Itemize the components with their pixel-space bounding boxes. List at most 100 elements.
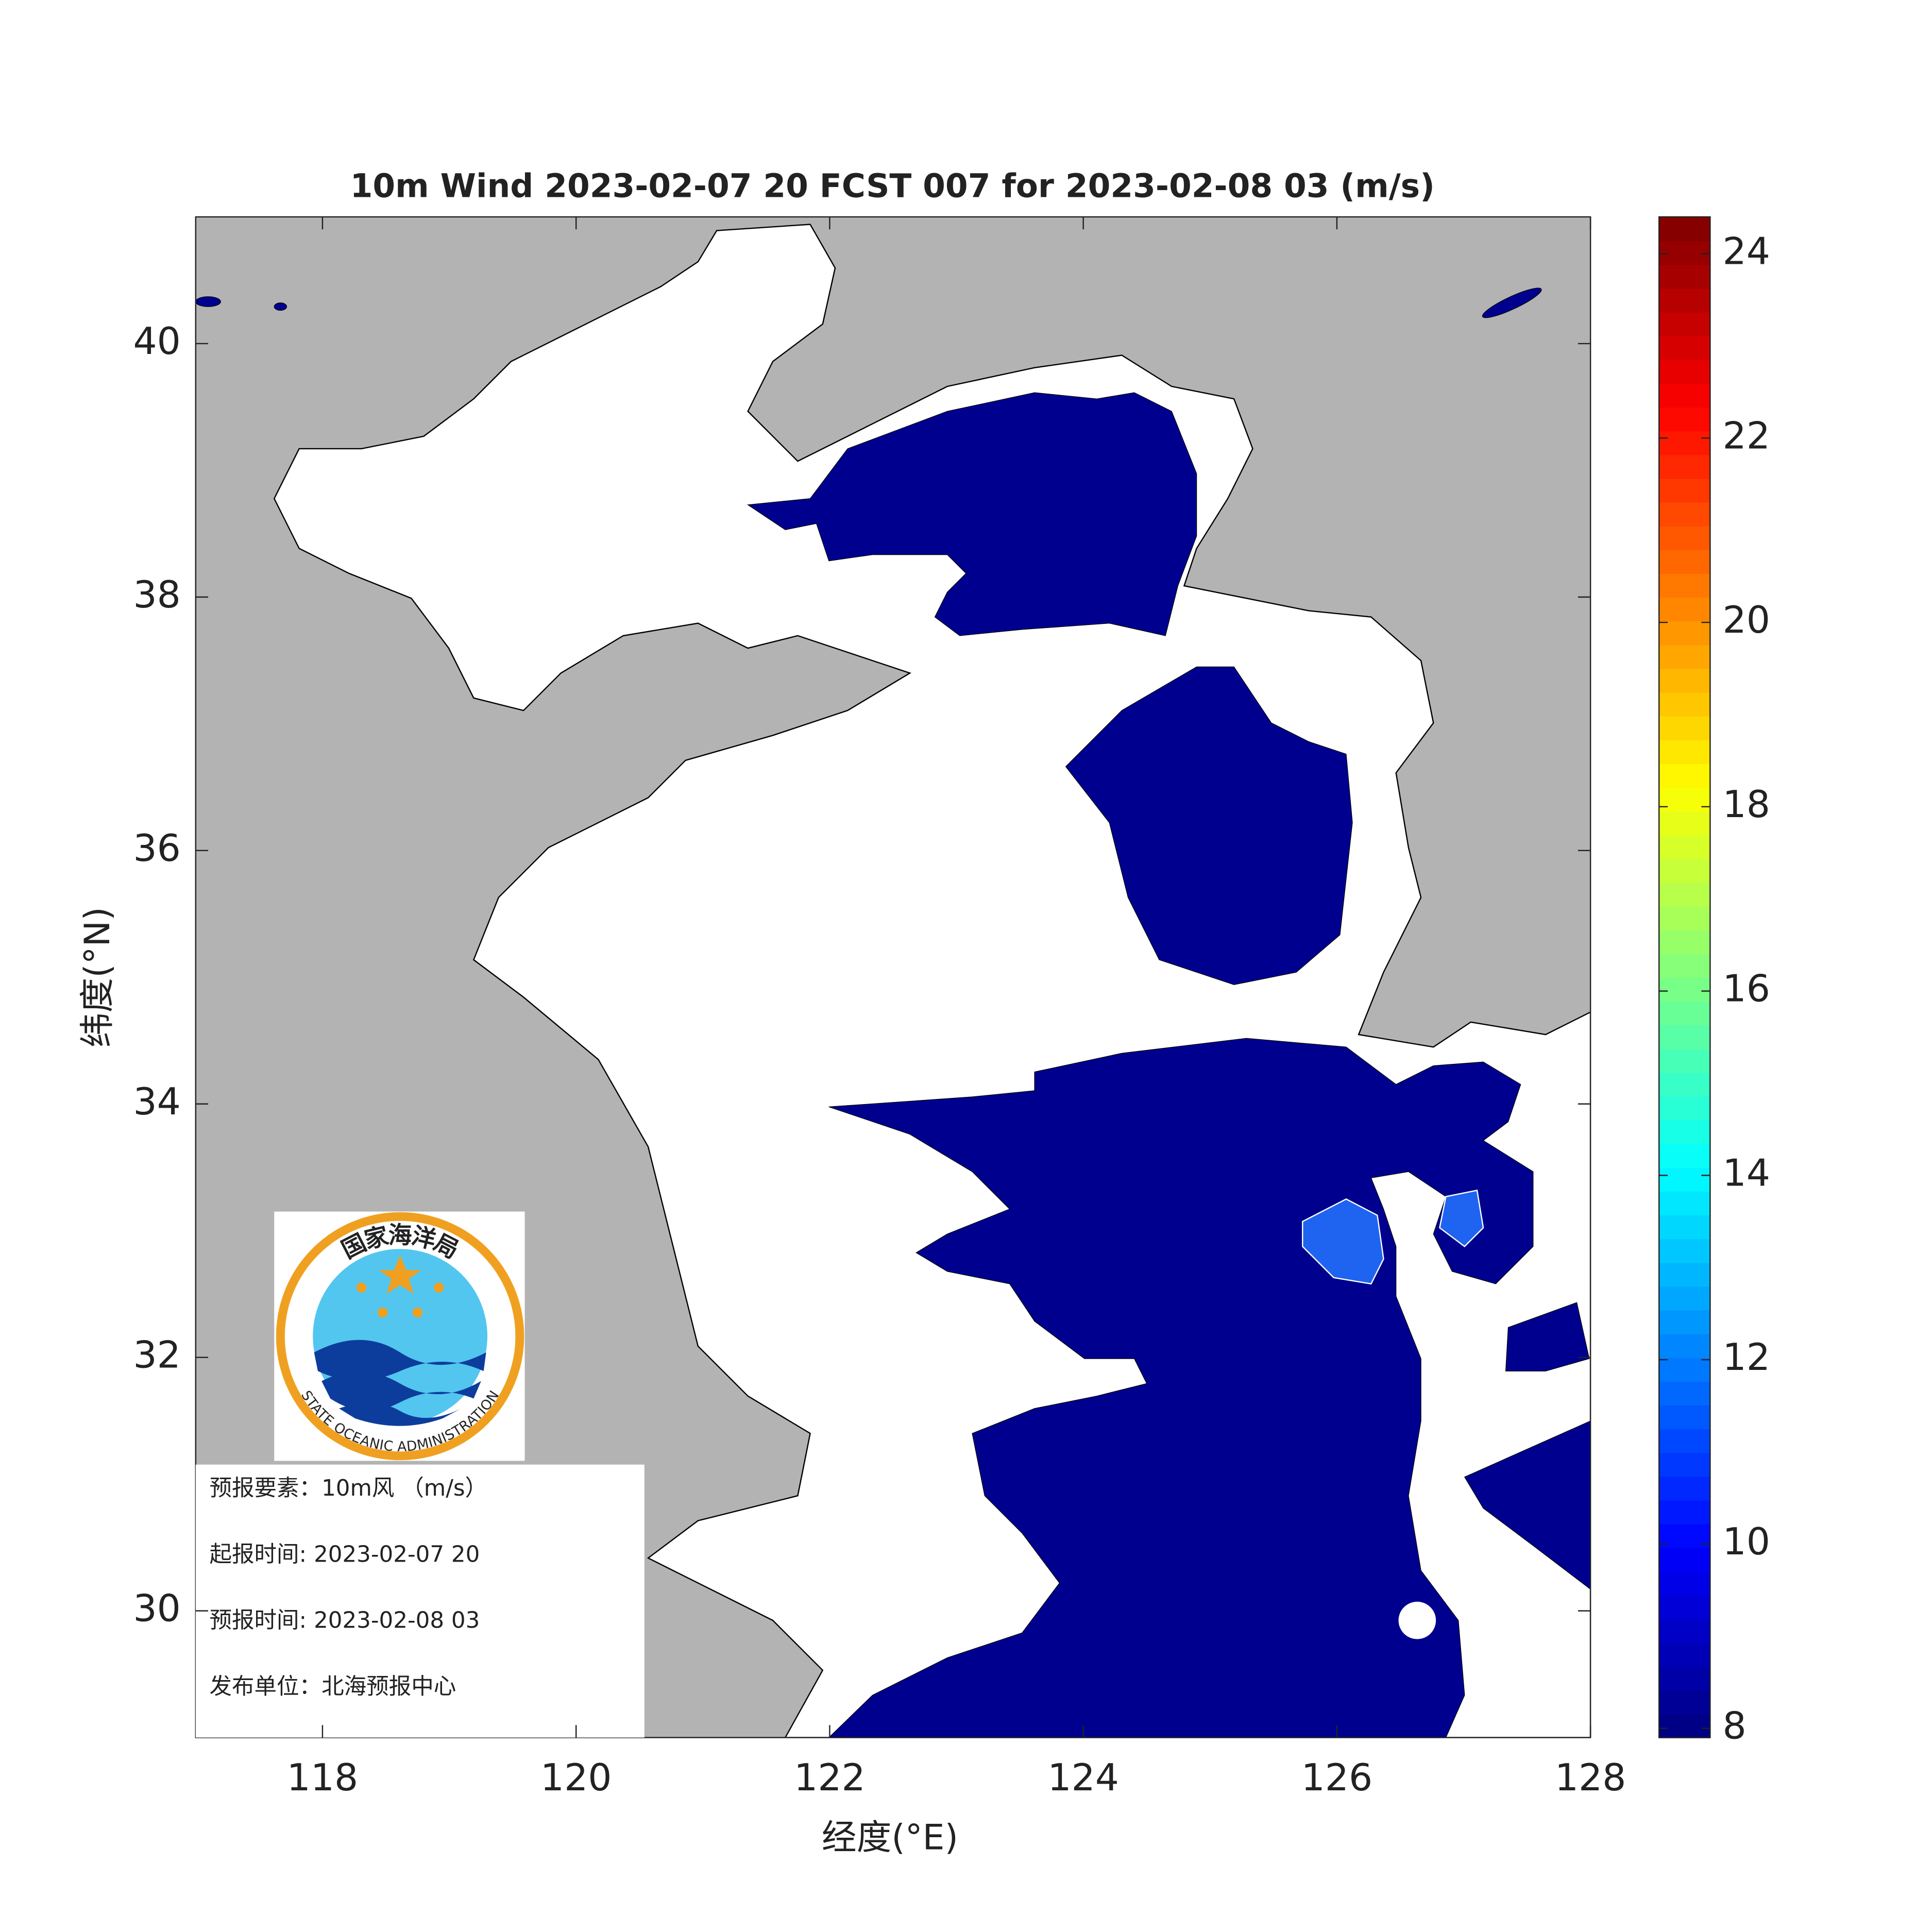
- x-tick-label: 128: [1555, 1756, 1626, 1800]
- colorbar-frame: [1658, 216, 1711, 1738]
- x-tick-label: 120: [540, 1756, 612, 1800]
- colorbar-swatch: [1659, 1381, 1710, 1406]
- colorbar-swatch: [1659, 1143, 1710, 1168]
- colorbar-swatch: [1659, 335, 1710, 360]
- colorbar-swatch: [1659, 1429, 1710, 1453]
- colorbar-swatch: [1659, 549, 1710, 574]
- colorbar-swatch: [1659, 359, 1710, 384]
- logo: 国家海洋局 STATE OCEANIC ADMINISTRATION: [274, 1211, 525, 1461]
- y-tick-label: 36: [133, 827, 180, 870]
- info-text: 预报要素：10m风 （m/s）: [209, 1476, 487, 1501]
- colorbar-swatch: [1659, 1025, 1710, 1049]
- colorbar-swatch: [1659, 1642, 1710, 1667]
- colorbar-swatch: [1659, 383, 1710, 408]
- y-axis-label: 纬度(°N): [77, 907, 117, 1047]
- y-tick-label: 38: [133, 573, 180, 617]
- sea: [1398, 1601, 1436, 1639]
- colorbar-swatch: [1659, 502, 1710, 527]
- colorbar-swatch: [1659, 1262, 1710, 1287]
- colorbar-swatch: [1659, 312, 1710, 336]
- colorbar-swatch: [1659, 1310, 1710, 1334]
- colorbar-swatch: [1659, 406, 1710, 432]
- colorbar-swatch: [1659, 1618, 1710, 1643]
- colorbar-tick-label: 20: [1723, 599, 1770, 642]
- colorbar-swatch: [1659, 882, 1710, 907]
- info-panel: [195, 1464, 645, 1738]
- x-axis-label: 经度(°E): [822, 1817, 958, 1858]
- info-text: 起报时间: 2023-02-07 20: [209, 1541, 480, 1567]
- colorbar-swatch: [1659, 288, 1710, 313]
- y-tick-label: 34: [133, 1080, 180, 1124]
- colorbar-swatch: [1659, 1500, 1710, 1524]
- colorbar-swatch: [1659, 1476, 1710, 1501]
- colorbar-swatch: [1659, 1286, 1710, 1311]
- colorbar-swatch: [1659, 1072, 1710, 1097]
- info-text: 预报时间: 2023-02-08 03: [209, 1608, 480, 1634]
- colorbar-swatch: [1659, 668, 1710, 693]
- colorbar-swatch: [1659, 1048, 1710, 1073]
- colorbar-swatch: [1659, 478, 1710, 503]
- colorbar-swatch: [1659, 1191, 1710, 1216]
- colorbar-swatch: [1659, 431, 1710, 455]
- colorbar-swatch: [1659, 1714, 1710, 1738]
- colorbar-swatch: [1659, 1666, 1710, 1691]
- colorbar-swatch: [1659, 1547, 1710, 1572]
- chart-title: 10m Wind 2023-02-07 20 FCST 007 for 2023…: [350, 167, 1435, 205]
- x-tick-label: 122: [794, 1756, 866, 1800]
- info-text: 发布单位：北海预报中心: [209, 1674, 456, 1700]
- colorbar-swatch: [1659, 1214, 1710, 1240]
- colorbar-swatch: [1659, 739, 1710, 764]
- colorbar-tick-label: 8: [1723, 1705, 1747, 1748]
- colorbar-swatch: [1659, 526, 1710, 550]
- colorbar-swatch: [1659, 573, 1710, 598]
- colorbar-tick-label: 10: [1723, 1520, 1770, 1564]
- colorbar-swatch: [1659, 763, 1710, 788]
- colorbar-swatch: [1659, 716, 1710, 740]
- y-tick-label: 32: [133, 1334, 180, 1377]
- colorbar-swatch: [1659, 645, 1710, 669]
- colorbar-tick-label: 22: [1723, 414, 1770, 457]
- colorbar-swatch: [1659, 454, 1710, 479]
- colorbar-swatch: [1659, 858, 1710, 883]
- x-tick-label: 126: [1301, 1756, 1373, 1800]
- colorbar-swatch: [1659, 1571, 1710, 1596]
- colorbar-swatch: [1659, 1239, 1710, 1263]
- colorbar-swatch: [1659, 1120, 1710, 1144]
- y-tick-label: 40: [133, 320, 180, 363]
- plot-frame: [195, 216, 1591, 1738]
- colorbar-swatch: [1659, 835, 1710, 859]
- colorbar-swatch: [1659, 1357, 1710, 1382]
- colorbar-tick-label: 14: [1723, 1151, 1770, 1195]
- colorbar-swatch: [1659, 241, 1710, 265]
- colorbar-swatch: [1659, 977, 1710, 1002]
- colorbar-swatch: [1659, 929, 1710, 954]
- colorbar: 8 10 12 14 16 18 20 22 24: [1658, 216, 1770, 1748]
- colorbar-swatch: [1659, 1595, 1710, 1620]
- x-tick-label: 124: [1047, 1756, 1119, 1800]
- colorbar-swatch: [1659, 787, 1710, 812]
- colorbar-swatch: [1659, 597, 1710, 622]
- y-tick-label: 30: [133, 1587, 180, 1631]
- wind-region-high: [1302, 1190, 1484, 1285]
- colorbar-tick-label: 16: [1723, 968, 1770, 1011]
- colorbar-swatch: [1659, 1690, 1710, 1715]
- x-tick-label: 118: [287, 1756, 359, 1800]
- colorbar-tick-label: 24: [1723, 230, 1770, 274]
- colorbar-swatch: [1659, 692, 1710, 717]
- colorbar-tick-label: 12: [1723, 1336, 1770, 1379]
- colorbar-swatch: [1659, 953, 1710, 978]
- colorbar-swatch: [1659, 1167, 1710, 1192]
- colorbar-swatch: [1659, 264, 1710, 289]
- colorbar-swatch: [1659, 1404, 1710, 1430]
- colorbar-swatch: [1659, 620, 1710, 646]
- colorbar-swatch: [1659, 1452, 1710, 1477]
- colorbar-swatch: [1659, 1333, 1710, 1358]
- colorbar-swatch: [1659, 1096, 1710, 1121]
- colorbar-tick-label: 18: [1723, 783, 1770, 826]
- colorbar-swatch: [1659, 906, 1710, 930]
- colorbar-swatch: [1659, 810, 1710, 836]
- colorbar-swatch: [1659, 216, 1710, 242]
- colorbar-swatch: [1659, 1001, 1710, 1026]
